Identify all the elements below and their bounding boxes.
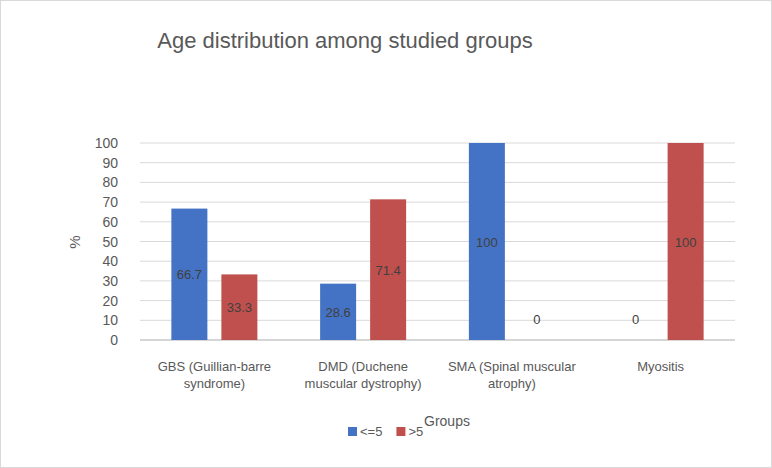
data-labels: 66.7 28.6 100 0 33.3 71.4 0 100: [177, 235, 697, 328]
legend-label: <=5: [360, 424, 382, 439]
data-label: 71.4: [375, 263, 400, 278]
bars: [171, 143, 703, 340]
y-tick-label: 80: [102, 174, 118, 190]
x-tick-label: Myositis: [637, 359, 684, 374]
bar: [618, 340, 654, 341]
grid-line: [140, 221, 735, 222]
legend-label: >5: [408, 424, 423, 439]
bar: [171, 209, 207, 340]
bar: [519, 340, 555, 341]
title: Age distribution among studied groups: [157, 28, 532, 53]
grid-line: [140, 182, 735, 183]
x-tick-label: SMA (Spinal muscularatrophy): [448, 359, 577, 391]
grid-line: [140, 241, 735, 242]
y-tick-label: 70: [102, 194, 118, 210]
chart: Age distribution among studied groups% 0 1…: [0, 0, 772, 468]
grid-line: [140, 162, 735, 163]
x-tick-label: DMD (Duchenemuscular dystrophy): [305, 359, 422, 391]
grid-line: [140, 202, 735, 203]
bar: [469, 143, 505, 340]
y-tick-label: 20: [102, 293, 118, 309]
data-label: 100: [675, 235, 697, 250]
y-tick-label: 30: [102, 273, 118, 289]
bar: [221, 274, 257, 340]
bar: [320, 284, 356, 340]
y-axis-label: %: [66, 235, 83, 248]
legend-swatch: [396, 427, 405, 436]
y-tick-label: 100: [95, 135, 119, 151]
data-label: 66.7: [177, 267, 202, 282]
chart-border: [1, 1, 772, 468]
grid-line: [140, 261, 735, 262]
y-tick-label: 10: [102, 312, 118, 328]
y-tick-label: 0: [110, 332, 118, 348]
bar: [668, 143, 704, 340]
data-label: 0: [632, 312, 639, 327]
data-label: 0: [533, 312, 540, 327]
y-tick-label: 50: [102, 234, 118, 250]
x-tick-label: GBS (Guillian-barresyndrome): [158, 359, 271, 391]
legend-swatch: [348, 427, 357, 436]
data-label: 28.6: [325, 305, 350, 320]
x-axis-label: Groups: [424, 413, 470, 429]
grid-line: [140, 143, 735, 144]
data-label: 100: [476, 235, 498, 250]
y-tick-label: 60: [102, 214, 118, 230]
data-label: 33.3: [227, 300, 252, 315]
y-tick-label: 90: [102, 155, 118, 171]
y-tick-label: 40: [102, 253, 118, 269]
bar: [370, 199, 406, 340]
legend: <=5 >5: [348, 424, 423, 439]
